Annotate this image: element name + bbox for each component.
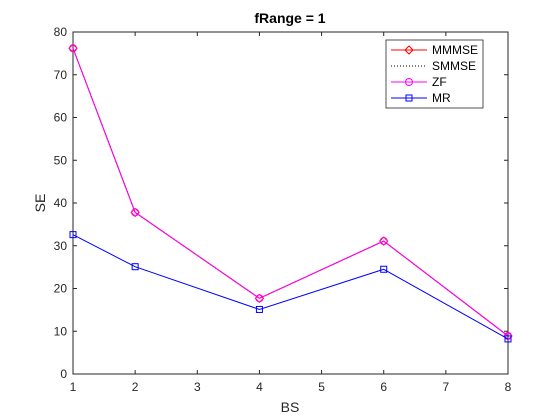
legend-box bbox=[385, 39, 484, 109]
legend-marker bbox=[404, 45, 414, 55]
x-tick-label: 1 bbox=[70, 380, 77, 394]
series-zf bbox=[69, 44, 512, 340]
legend-marker bbox=[405, 94, 413, 102]
data-point bbox=[379, 237, 388, 246]
data-point bbox=[131, 263, 139, 271]
x-tick-label: 5 bbox=[318, 380, 325, 394]
x-tick-label: 2 bbox=[132, 380, 139, 394]
y-tick-label: 80 bbox=[54, 25, 68, 39]
x-tick-label: 3 bbox=[194, 380, 201, 394]
chart-title: fRange = 1 bbox=[254, 10, 325, 26]
data-point bbox=[131, 208, 140, 217]
legend-marker bbox=[405, 78, 413, 86]
x-tick-label: 4 bbox=[256, 380, 263, 394]
series-mr bbox=[69, 231, 512, 343]
series-lines bbox=[68, 43, 513, 343]
data-point bbox=[504, 335, 512, 343]
y-tick-label: 60 bbox=[54, 111, 68, 125]
y-tick-label: 70 bbox=[54, 68, 68, 82]
y-tick-label: 50 bbox=[54, 153, 68, 167]
y-tick-label: 10 bbox=[54, 324, 68, 338]
data-point bbox=[380, 265, 388, 273]
x-axis-label: BS bbox=[281, 399, 300, 415]
legend-label: MR bbox=[432, 91, 451, 105]
y-tick-label: 20 bbox=[54, 282, 68, 296]
legend-item: ZF bbox=[391, 75, 447, 89]
data-point bbox=[69, 231, 77, 239]
y-tick-label: 40 bbox=[54, 196, 68, 210]
legend-item: MR bbox=[391, 91, 451, 105]
legend-item: MMMSE bbox=[391, 43, 478, 57]
legend-label: MMMSE bbox=[432, 43, 478, 57]
legend-item: SMMSE bbox=[391, 59, 476, 73]
x-tick-label: 7 bbox=[443, 380, 450, 394]
y-axis-label: SE bbox=[32, 194, 48, 213]
y-tick-label: 30 bbox=[54, 239, 68, 253]
x-tick-label: 6 bbox=[380, 380, 387, 394]
series-line bbox=[72, 234, 509, 340]
legend-label: ZF bbox=[432, 75, 447, 89]
data-point bbox=[255, 305, 263, 313]
legend: MMMSE SMMSE ZF MR bbox=[385, 39, 484, 109]
data-point bbox=[255, 294, 264, 303]
data-point bbox=[69, 44, 77, 53]
legend-label: SMMSE bbox=[432, 59, 476, 73]
y-tick-label: 0 bbox=[60, 367, 67, 381]
x-tick-label: 8 bbox=[505, 380, 512, 394]
series-line bbox=[72, 48, 509, 337]
